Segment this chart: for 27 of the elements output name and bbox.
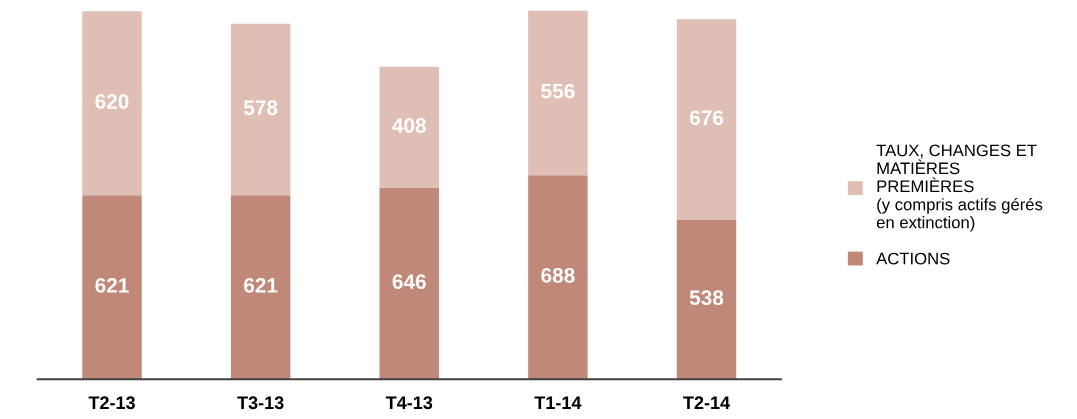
x-tick-label: T4-13	[385, 396, 433, 410]
data-label: 408	[392, 118, 426, 133]
bar	[676, 219, 737, 380]
data-label: 621	[244, 278, 278, 293]
data-label: 688	[541, 268, 575, 283]
bar	[379, 187, 439, 380]
x-tick-label: T2-14	[683, 396, 730, 409]
data-label: 621	[95, 278, 129, 293]
data-label: 578	[243, 100, 278, 116]
bar	[230, 195, 291, 380]
bar	[528, 10, 588, 176]
data-label: 538	[689, 290, 724, 306]
data-label: 676	[689, 110, 724, 126]
bar	[230, 23, 291, 196]
x-tick-label: T3-13	[237, 396, 284, 410]
bar	[528, 175, 588, 380]
x-tick-label: T2-13	[88, 396, 135, 410]
bar	[82, 195, 142, 380]
legend-label: ACTIONS	[876, 252, 950, 265]
legend-label: TAUX, CHANGES ET MATIÈRES PREMIÈRES (y compris actifs gérés en extinction)	[876, 144, 1043, 232]
x-tick-label: T1-14	[534, 396, 582, 409]
data-label: 646	[392, 274, 426, 290]
data-label: 620	[95, 94, 129, 109]
bar	[82, 11, 142, 196]
bar	[676, 19, 737, 220]
bar	[379, 66, 439, 188]
data-label: 556	[541, 83, 575, 99]
